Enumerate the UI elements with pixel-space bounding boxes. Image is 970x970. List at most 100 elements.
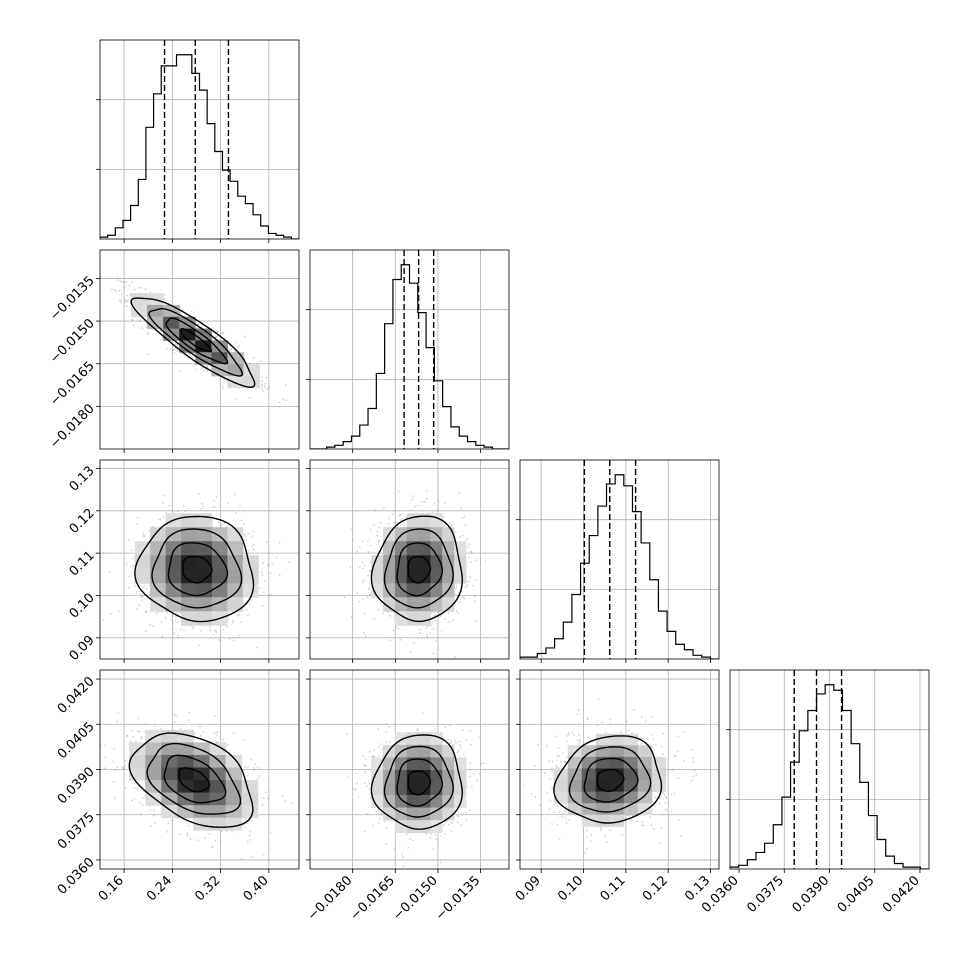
scatter-point [116,277,119,280]
scatter-point [213,499,215,502]
density-cell [196,513,213,528]
density-cell [418,569,431,584]
scatter-point [382,612,384,615]
scatter-point [258,775,261,778]
scatter-point [140,737,143,740]
scatter-point [138,801,141,804]
scatter-point [222,387,224,390]
density-cell [383,597,396,612]
scatter-point [426,636,429,638]
density-cell [196,583,213,598]
scatter-point [173,713,176,716]
scatter-point [427,625,429,628]
scatter-point [425,636,428,639]
joint-panel [306,459,510,663]
scatter-point [191,356,193,359]
scatter-point [233,493,236,496]
density-cell [227,597,244,612]
scatter-point [240,621,242,624]
scatter-point [134,288,136,291]
scatter-point [394,625,397,628]
scatter-point [140,593,142,595]
scatter-point [266,388,269,390]
scatter-point [182,505,185,508]
scatter-point [153,809,155,811]
scatter-point [102,619,105,622]
scatter-point [227,502,229,504]
scatter-point [171,615,174,618]
scatter-point [172,621,174,624]
scatter-point [215,631,218,634]
scatter-point [243,533,246,536]
scatter-point [261,604,264,607]
contour-line [370,515,464,623]
scatter-point [262,797,265,799]
density-cell [371,569,384,584]
scatter-point [358,546,361,549]
scatter-point [133,797,136,800]
scatter-point [462,534,464,537]
contour-line [167,542,229,597]
scatter-point [109,612,112,615]
scatter-point [250,855,252,858]
scatter-point [356,592,359,595]
scatter-point [377,541,380,544]
scatter-point [367,574,370,577]
scatter-point [238,613,241,616]
scatter-point [284,800,287,802]
scatter-point [131,319,134,321]
scatter-point [281,794,284,797]
scatter-point [363,631,365,634]
scatter-point [352,538,354,541]
y-tick-label: −0.0135 [47,273,97,323]
scatter-point [244,827,247,829]
scatter-point [390,615,392,617]
scatter-point [148,529,151,532]
scatter-point [269,832,272,835]
scatter-point [411,498,413,501]
scatter-point [144,288,147,291]
scatter-point [125,280,128,283]
density-cell [165,583,182,598]
density-cell [195,352,212,365]
scatter-point [138,596,141,599]
scatter-point [432,652,435,655]
density-cell [406,611,420,626]
scatter-point [208,833,211,835]
density-cell [211,555,228,570]
scatter-point [278,574,281,577]
scatter-point [399,513,402,516]
density-cell [211,583,228,598]
scatter-point [220,332,222,335]
y-tick-label: 0.09 [67,633,98,664]
scatter-point [233,639,235,642]
scatter-point [142,586,145,589]
density-cell [150,569,167,584]
scatter-point [126,734,129,737]
scatter-point [455,585,458,588]
scatter-point [369,561,372,564]
scatter-point [261,574,264,577]
scatter-point [254,763,256,766]
density-cell [243,375,261,389]
scatter-point [135,592,138,594]
x-tick-label: 0.0405 [835,873,878,916]
density-cell [211,340,228,353]
scatter-point [115,290,117,293]
scatter-point [376,534,379,537]
scatter-point [103,767,106,770]
scatter-point [261,375,263,378]
scatter-point [243,602,245,605]
density-cell [211,569,228,584]
joint-panel-body [100,275,287,408]
scatter-point [395,521,398,524]
scatter-point [146,331,149,334]
scatter-point [225,525,228,527]
scatter-point [363,564,366,567]
scatter-point [470,550,472,553]
scatter-point [176,350,178,352]
histogram-step-line [310,264,509,449]
scatter-point [437,500,440,503]
histogram-panel [96,39,300,243]
scatter-point [126,294,128,297]
